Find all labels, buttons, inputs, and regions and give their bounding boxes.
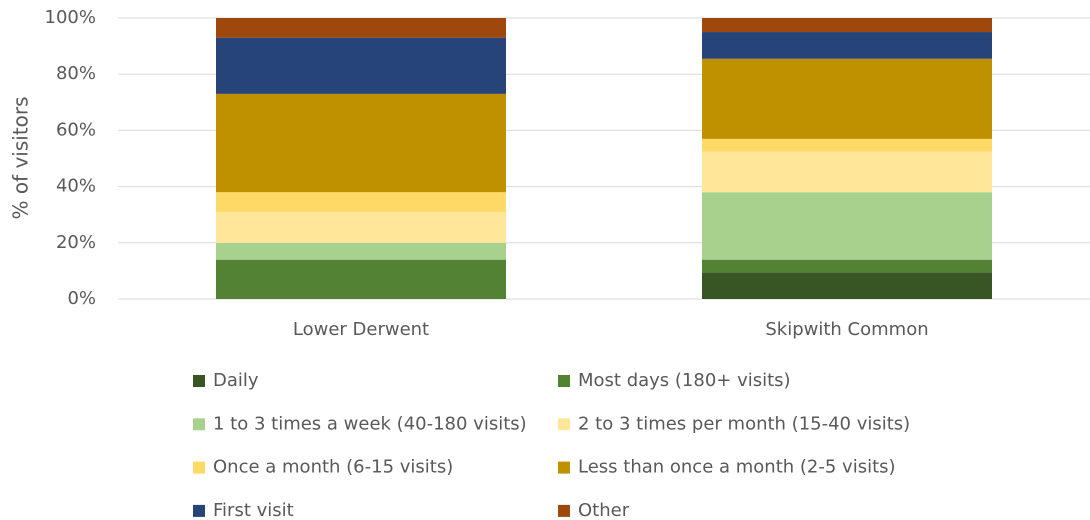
x-tick-label: Skipwith Common: [765, 319, 928, 340]
bar-segment: [702, 151, 992, 193]
bar-segment: [216, 242, 506, 260]
legend-swatch: [193, 418, 205, 431]
bar-segment: [216, 211, 506, 243]
legend-swatch: [558, 418, 570, 431]
bar-segment: [216, 37, 506, 94]
bar-segment: [702, 192, 992, 260]
bar-segment: [702, 18, 992, 33]
legend-label: 1 to 3 times a week (40-180 visits): [213, 413, 527, 434]
legend-label: Once a month (6-15 visits): [213, 457, 453, 478]
legend-swatch: [193, 375, 205, 387]
y-tick-label: 60%: [56, 119, 96, 140]
bar-segment: [702, 259, 992, 273]
bar-segment: [216, 192, 506, 212]
y-tick-label: 80%: [56, 63, 96, 84]
y-tick-label: 20%: [56, 232, 96, 253]
x-tick-label: Lower Derwent: [293, 319, 429, 340]
legend-label: Other: [578, 500, 630, 520]
bar-segment: [216, 259, 506, 299]
legend-label: 2 to 3 times per month (15-40 visits): [578, 413, 910, 434]
legend-label: First visit: [213, 500, 294, 520]
bar-segment: [702, 58, 992, 139]
y-tick-label: 0%: [67, 288, 96, 309]
legend-label: Daily: [213, 370, 259, 391]
y-axis-label: % of visitors: [9, 96, 33, 219]
bar-segment: [702, 272, 992, 299]
legend-swatch: [558, 375, 570, 387]
y-tick-label: 100%: [45, 7, 96, 28]
legend-swatch: [193, 504, 205, 517]
bar-segment: [216, 93, 506, 193]
bar-segment: [216, 18, 506, 38]
legend-label: Most days (180+ visits): [578, 370, 791, 391]
legend-swatch: [558, 461, 570, 474]
bar-segment: [702, 32, 992, 59]
legend-swatch: [193, 461, 205, 474]
y-tick-label: 40%: [56, 176, 96, 197]
legend-label: Less than once a month (2-5 visits): [578, 457, 896, 478]
legend-swatch: [558, 504, 570, 517]
bar-segment: [702, 138, 992, 152]
